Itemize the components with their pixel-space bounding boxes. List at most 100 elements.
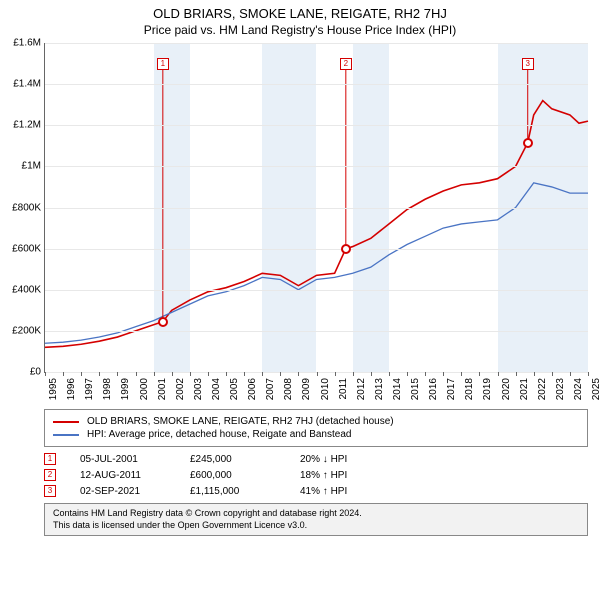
arrow-icon: ↑ [323,486,328,497]
event-marker-box: 2 [44,469,56,481]
footer-line: This data is licensed under the Open Gov… [53,520,579,532]
event-marker-box: 3 [44,485,56,497]
x-tick [498,372,499,376]
x-axis-label: 2016 [428,378,439,400]
x-axis-label: 2010 [320,378,331,400]
arrow-icon: ↑ [323,470,328,481]
y-axis-label: £600K [12,243,45,254]
x-axis-label: 2011 [338,378,349,400]
y-axis-label: £1.6M [13,38,45,49]
legend: OLD BRIARS, SMOKE LANE, REIGATE, RH2 7HJ… [44,409,588,447]
event-table: 1 05-JUL-2001 £245,000 20% ↓ HPI 2 12-AU… [44,453,588,497]
gridline [45,208,588,209]
x-axis-label: 1996 [66,378,77,400]
x-tick [389,372,390,376]
legend-swatch [53,434,79,436]
event-diff: 18% ↑ HPI [300,470,410,481]
x-tick [516,372,517,376]
x-axis-label: 2005 [229,378,240,400]
x-axis-label: 2018 [464,378,475,400]
x-axis-label: 2003 [193,378,204,400]
x-tick [190,372,191,376]
y-axis-label: £0 [30,367,45,378]
legend-label: OLD BRIARS, SMOKE LANE, REIGATE, RH2 7HJ… [87,416,394,427]
sale-point-marker [158,317,168,327]
legend-item: OLD BRIARS, SMOKE LANE, REIGATE, RH2 7HJ… [53,416,579,427]
x-axis-label: 2024 [573,378,584,400]
y-axis-label: £1M [22,161,45,172]
x-tick [117,372,118,376]
legend-item: HPI: Average price, detached house, Reig… [53,429,579,440]
x-tick [371,372,372,376]
footer-line: Contains HM Land Registry data © Crown c… [53,508,579,520]
x-axis-label: 1995 [48,378,59,400]
x-axis-label: 2022 [537,378,548,400]
event-diff: 20% ↓ HPI [300,454,410,465]
x-tick [407,372,408,376]
marker-number-box: 1 [157,58,169,70]
event-row: 1 05-JUL-2001 £245,000 20% ↓ HPI [44,453,588,465]
y-axis-label: £800K [12,202,45,213]
x-tick [588,372,589,376]
event-row: 3 02-SEP-2021 £1,115,000 41% ↑ HPI [44,485,588,497]
event-date: 12-AUG-2011 [80,470,190,481]
event-date: 02-SEP-2021 [80,486,190,497]
x-tick [154,372,155,376]
x-tick [317,372,318,376]
marker-number-box: 2 [340,58,352,70]
x-axis-label: 2008 [283,378,294,400]
event-row: 2 12-AUG-2011 £600,000 18% ↑ HPI [44,469,588,481]
x-tick [552,372,553,376]
event-diff: 41% ↑ HPI [300,486,410,497]
x-axis-label: 2014 [392,378,403,400]
x-tick [226,372,227,376]
arrow-icon: ↓ [323,454,328,465]
x-axis-label: 2019 [482,378,493,400]
x-axis-label: 2000 [139,378,150,400]
x-tick [479,372,480,376]
gridline [45,166,588,167]
x-tick [353,372,354,376]
x-axis-label: 2025 [591,378,600,400]
x-axis-label: 1998 [102,378,113,400]
chart-container: OLD BRIARS, SMOKE LANE, REIGATE, RH2 7HJ… [0,6,600,596]
gridline [45,125,588,126]
event-marker-box: 1 [44,453,56,465]
x-tick [461,372,462,376]
y-axis-label: £1.2M [13,120,45,131]
sale-point-marker [523,138,533,148]
x-axis-label: 1999 [120,378,131,400]
y-axis-label: £200K [12,325,45,336]
x-tick [244,372,245,376]
gridline [45,331,588,332]
chart-wrap: £0£200K£400K£600K£800K£1M£1.2M£1.4M£1.6M… [44,43,588,373]
x-axis-label: 1997 [84,378,95,400]
x-axis-label: 2023 [555,378,566,400]
x-axis-label: 2001 [157,378,168,400]
x-tick [136,372,137,376]
y-axis-label: £1.4M [13,79,45,90]
x-axis-label: 2021 [519,378,530,400]
x-axis-label: 2015 [410,378,421,400]
x-axis-label: 2013 [374,378,385,400]
gridline [45,43,588,44]
x-tick [99,372,100,376]
x-axis-label: 2002 [175,378,186,400]
x-tick [262,372,263,376]
x-tick [425,372,426,376]
gridline [45,249,588,250]
x-tick [63,372,64,376]
x-axis-label: 2006 [247,378,258,400]
x-tick [280,372,281,376]
x-tick [570,372,571,376]
event-date: 05-JUL-2001 [80,454,190,465]
x-tick [335,372,336,376]
x-axis-label: 2007 [265,378,276,400]
gridline [45,84,588,85]
x-axis-label: 2020 [501,378,512,400]
sale-point-marker [341,244,351,254]
y-axis-label: £400K [12,284,45,295]
plot-area: £0£200K£400K£600K£800K£1M£1.2M£1.4M£1.6M… [44,43,588,373]
event-price: £245,000 [190,454,300,465]
legend-label: HPI: Average price, detached house, Reig… [87,429,351,440]
